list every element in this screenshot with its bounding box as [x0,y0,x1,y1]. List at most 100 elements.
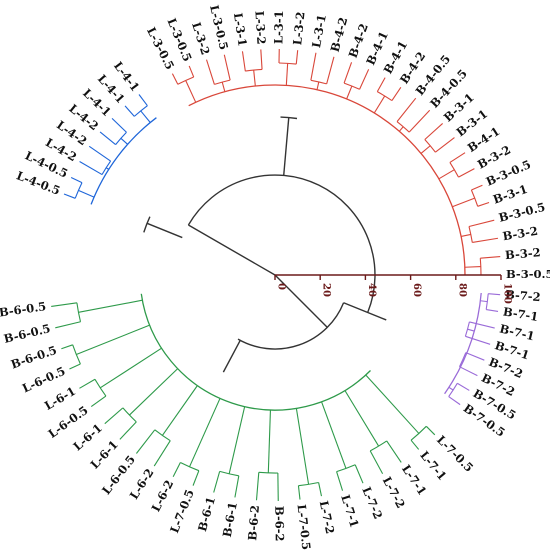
red-leaf-branch [471,184,483,191]
green-cluster-arc [140,293,371,411]
leaf-label: B-3-2 [502,224,539,244]
red-cluster-arc [188,84,466,276]
blue-inner-branch [140,110,151,123]
green-inner-branch [344,390,380,447]
leaf-label: L-6-2 [127,466,157,502]
green-inner-branch [99,347,162,389]
root-to-green [222,340,241,373]
root-to-blue [146,222,183,239]
green-leaf-branch [425,425,436,436]
axis-tick-label: 0 [276,283,287,290]
red-leaf-branch [376,77,386,92]
green-leaf-branch [79,378,96,389]
green-leaf-branch [104,407,124,425]
leaf-label: B-6-0.5 [0,299,47,319]
green-leaf-branch [69,363,81,370]
red-inner-branch [460,233,471,238]
green-leaf-branch [297,485,301,500]
red-leaf-branch [295,50,299,65]
green-inner-branch [228,406,246,474]
green-inner-branch [78,299,143,313]
root-to-red [283,117,290,176]
root-stem-upper [188,224,276,276]
root-to-purple [343,302,387,321]
red-inner-branch [420,145,431,154]
red-inner-branch [438,169,455,180]
red-leaf-branch [343,62,353,84]
red-leaf-branch [477,201,490,207]
red-inner-branch [253,70,256,87]
green-leaf-branch [153,440,171,467]
purple-leaf-branch [456,382,470,391]
axis-tick-label: 80 [456,283,467,297]
purple-sub-arc [459,352,467,367]
root-arc-blue-join [143,216,151,233]
root-arc-upper [187,174,376,313]
green-leaf-branch [336,471,344,491]
leaf-branches [51,49,501,501]
red-leaf-branch [188,65,195,78]
blue-inner-branch [78,189,95,198]
purple-leaf-branch [488,293,501,296]
blue-leaf-branch [124,105,135,117]
red-leaf-branch [223,54,231,81]
green-leaf-branch [255,472,260,501]
leaf-label: L-7-1 [338,493,361,529]
green-leaf-branch [234,475,240,498]
blue-leaf-branch [111,118,127,133]
root-arc-lower [237,302,345,350]
distance-axis: 0 20 40 60 80 100 [274,274,513,304]
red-leaf-branch [480,256,501,259]
leaf-label: B-6-1 [220,501,240,538]
leaf-label: L-3-1 [231,12,250,47]
leaf-label: B-6-0.5 [9,343,58,372]
green-leaf-branch [61,344,73,350]
leaf-label: B-3-1 [491,182,529,207]
blue-leaf-branch [79,161,103,176]
blue-leaf-branch [99,131,116,145]
green-inner-branch [161,385,198,436]
red-inner-branch [316,81,320,90]
blue-leaf-branch [88,145,111,162]
green-leaf-branch [410,439,420,450]
leaf-label: B-6-1 [195,495,218,533]
red-leaf-branch [449,152,466,163]
leaf-label: L-3-2 [252,10,268,44]
purple-leaf-branch [486,308,499,313]
purple-leaf-branch [448,396,461,406]
purple-inner-branch [448,386,454,391]
green-inner-branch [365,374,420,434]
purple-leaf-branch [465,335,491,345]
red-inner-branch [398,126,404,132]
blue-leaf-branch [63,193,76,199]
purple-inner-branch [467,328,475,332]
purple-leaf-branch [465,352,485,361]
root-branches [143,116,387,373]
root-stem-lower [274,274,328,328]
green-leaf-branch [213,471,221,493]
leaf-label: L-3-1 [271,10,286,44]
green-leaf-branch [55,321,81,329]
leaf-label: B-4-2 [328,16,351,54]
blue-inner-branch [105,167,110,170]
green-leaf-branch [172,462,181,478]
red-inner-branch [221,81,226,92]
red-inner-branch [185,80,197,103]
red-leaf-branch [241,51,246,72]
red-inner-branch [373,95,386,114]
green-leaf-branch [354,464,364,484]
leaf-label: L-7-0.5 [295,504,314,550]
blue-cluster-arc [90,117,157,205]
green-leaf-branch [192,470,200,486]
leaf-label: B-3-0.5 [506,267,550,281]
red-leaf-branch [205,59,215,85]
red-leaf-branch [359,69,370,90]
green-leaf-branch [369,450,384,474]
red-inner-branch [464,266,481,268]
leaf-label: B-6-0.5 [2,321,51,346]
leaf-label: B-6-2 [272,506,286,542]
leaf-label: B-3-2 [505,245,542,262]
purple-leaf-branch [459,366,478,377]
leaf-label: L-3-2 [290,11,307,46]
